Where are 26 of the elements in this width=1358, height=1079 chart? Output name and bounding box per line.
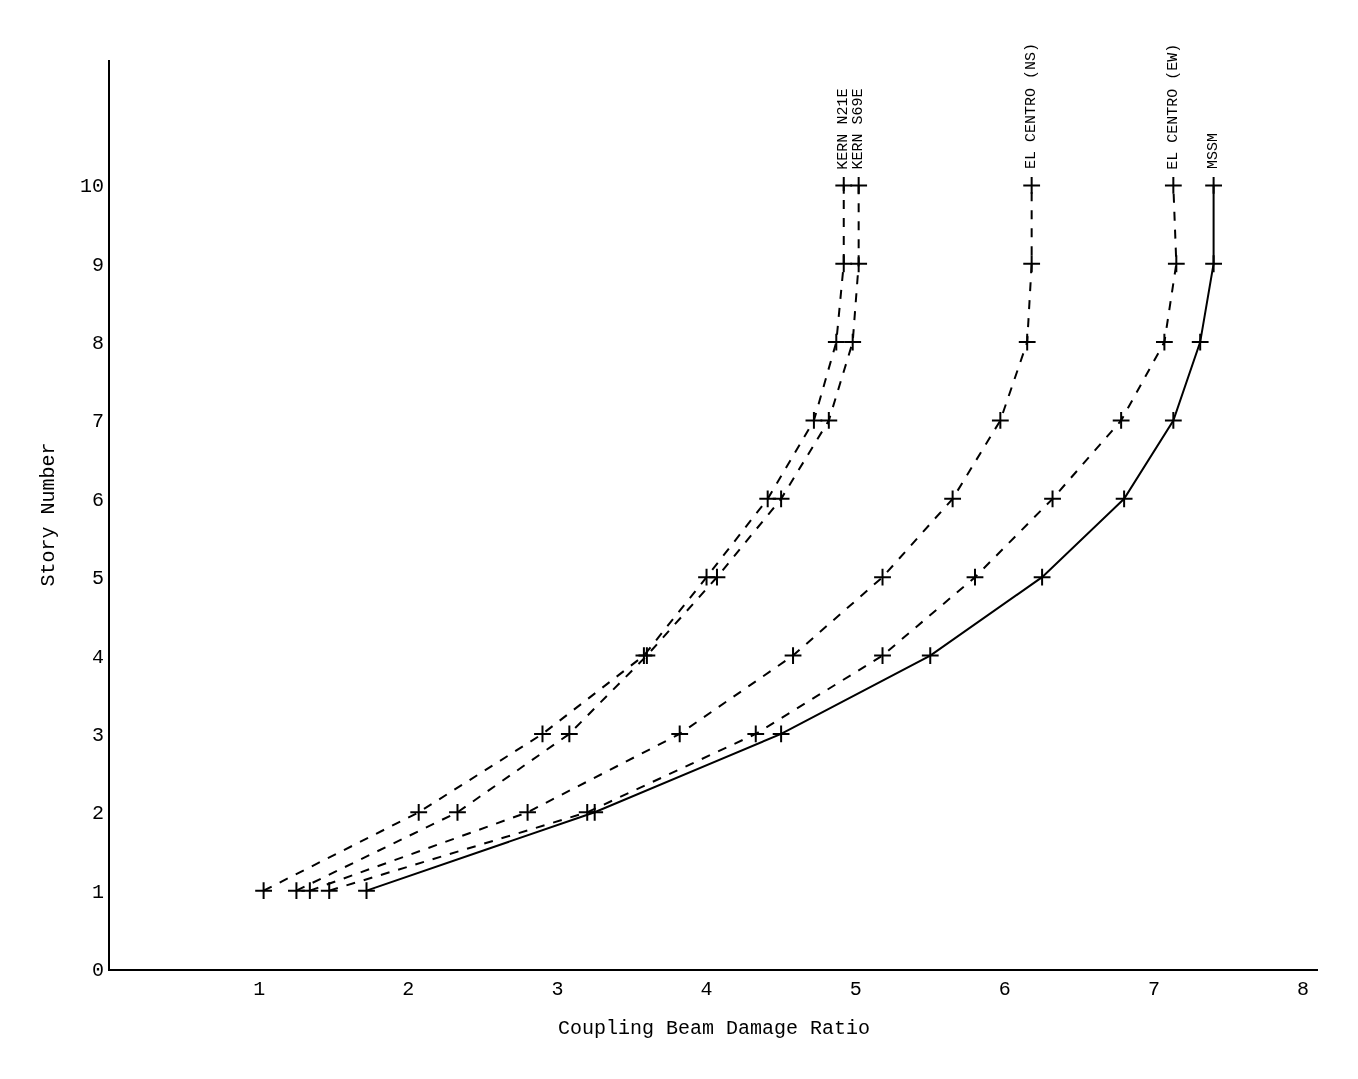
x-tick-label: 4 (700, 978, 713, 1001)
y-tick-label: 9 (91, 253, 104, 277)
y-tick-label: 2 (91, 802, 104, 826)
y-tick-label: 5 (91, 567, 104, 591)
y-tick-label: 4 (91, 645, 104, 669)
y-tick-label: 0 (91, 959, 104, 982)
x-tick-label: 3 (551, 978, 564, 1001)
x-tick-label: 2 (402, 978, 415, 1001)
text: KERN N21E (834, 88, 852, 170)
x-tick-label: 5 (849, 978, 862, 1001)
y-tick-label: 1 (91, 880, 104, 904)
x-tick-label: 7 (1147, 978, 1160, 1001)
text: KERN S69E (849, 88, 867, 170)
y-tick-label: 8 (91, 332, 104, 356)
y-tick-label: 7 (91, 410, 104, 434)
y-axis-title: Story Number (36, 442, 60, 587)
x-tick-label: 1 (253, 978, 266, 1001)
x-tick-label: 6 (998, 978, 1011, 1001)
y-tick-label: 6 (91, 488, 104, 512)
text: MSSM (1205, 132, 1223, 169)
text: EL CENTRO (EW) (1164, 43, 1182, 170)
text: EL CENTRO (NS) (1023, 43, 1041, 170)
x-axis-title: Coupling Beam Damage Ratio (557, 1017, 871, 1040)
y-tick-label: 10 (79, 175, 104, 199)
y-tick-label: 3 (91, 723, 104, 747)
x-tick-label: 8 (1297, 978, 1310, 1001)
